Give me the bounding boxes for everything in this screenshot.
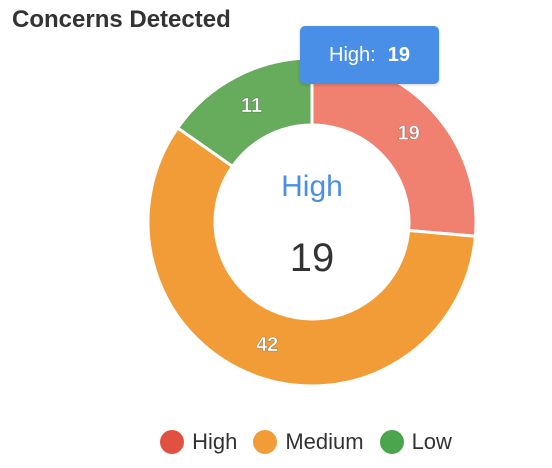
donut-slice-high[interactable] [310, 56, 478, 238]
legend-swatch-high [160, 430, 185, 454]
donut-data-labels: 19 42 11 [241, 95, 420, 357]
legend-label-medium: Medium [285, 429, 364, 454]
tooltip-label: High: [329, 44, 376, 66]
legend-item-high[interactable]: High [160, 424, 237, 460]
legend-label-low: Low [411, 429, 452, 454]
legend-swatch-low [379, 430, 404, 454]
donut-center-label: High [281, 170, 343, 203]
data-label-high: 19 [397, 122, 419, 144]
legend-item-medium[interactable]: Medium [253, 424, 364, 460]
chart-legend: High Medium Low [0, 424, 552, 460]
donut-slices [146, 56, 478, 388]
data-label-medium: 42 [256, 334, 278, 356]
donut-center-value: 19 [289, 236, 335, 280]
tooltip-value: 19 [387, 44, 410, 66]
legend-item-low[interactable]: Low [379, 424, 452, 460]
donut-slice-medium[interactable] [146, 125, 478, 388]
chart-tooltip: High: 19 [300, 26, 439, 84]
data-label-low: 11 [241, 95, 262, 117]
legend-swatch-medium [253, 430, 278, 454]
legend-label-high: High [192, 429, 238, 454]
chart-title: Concerns Detected [12, 6, 231, 33]
